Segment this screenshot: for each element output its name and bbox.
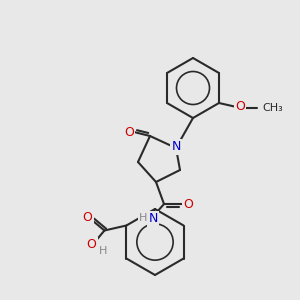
Text: H: H (139, 213, 147, 223)
Text: O: O (183, 197, 193, 211)
Text: O: O (86, 238, 96, 251)
Text: O: O (235, 100, 245, 113)
Text: N: N (171, 140, 181, 154)
Text: O: O (82, 211, 92, 224)
Text: N: N (148, 212, 158, 226)
Text: CH₃: CH₃ (262, 103, 283, 113)
Text: H: H (99, 245, 108, 256)
Text: O: O (124, 125, 134, 139)
